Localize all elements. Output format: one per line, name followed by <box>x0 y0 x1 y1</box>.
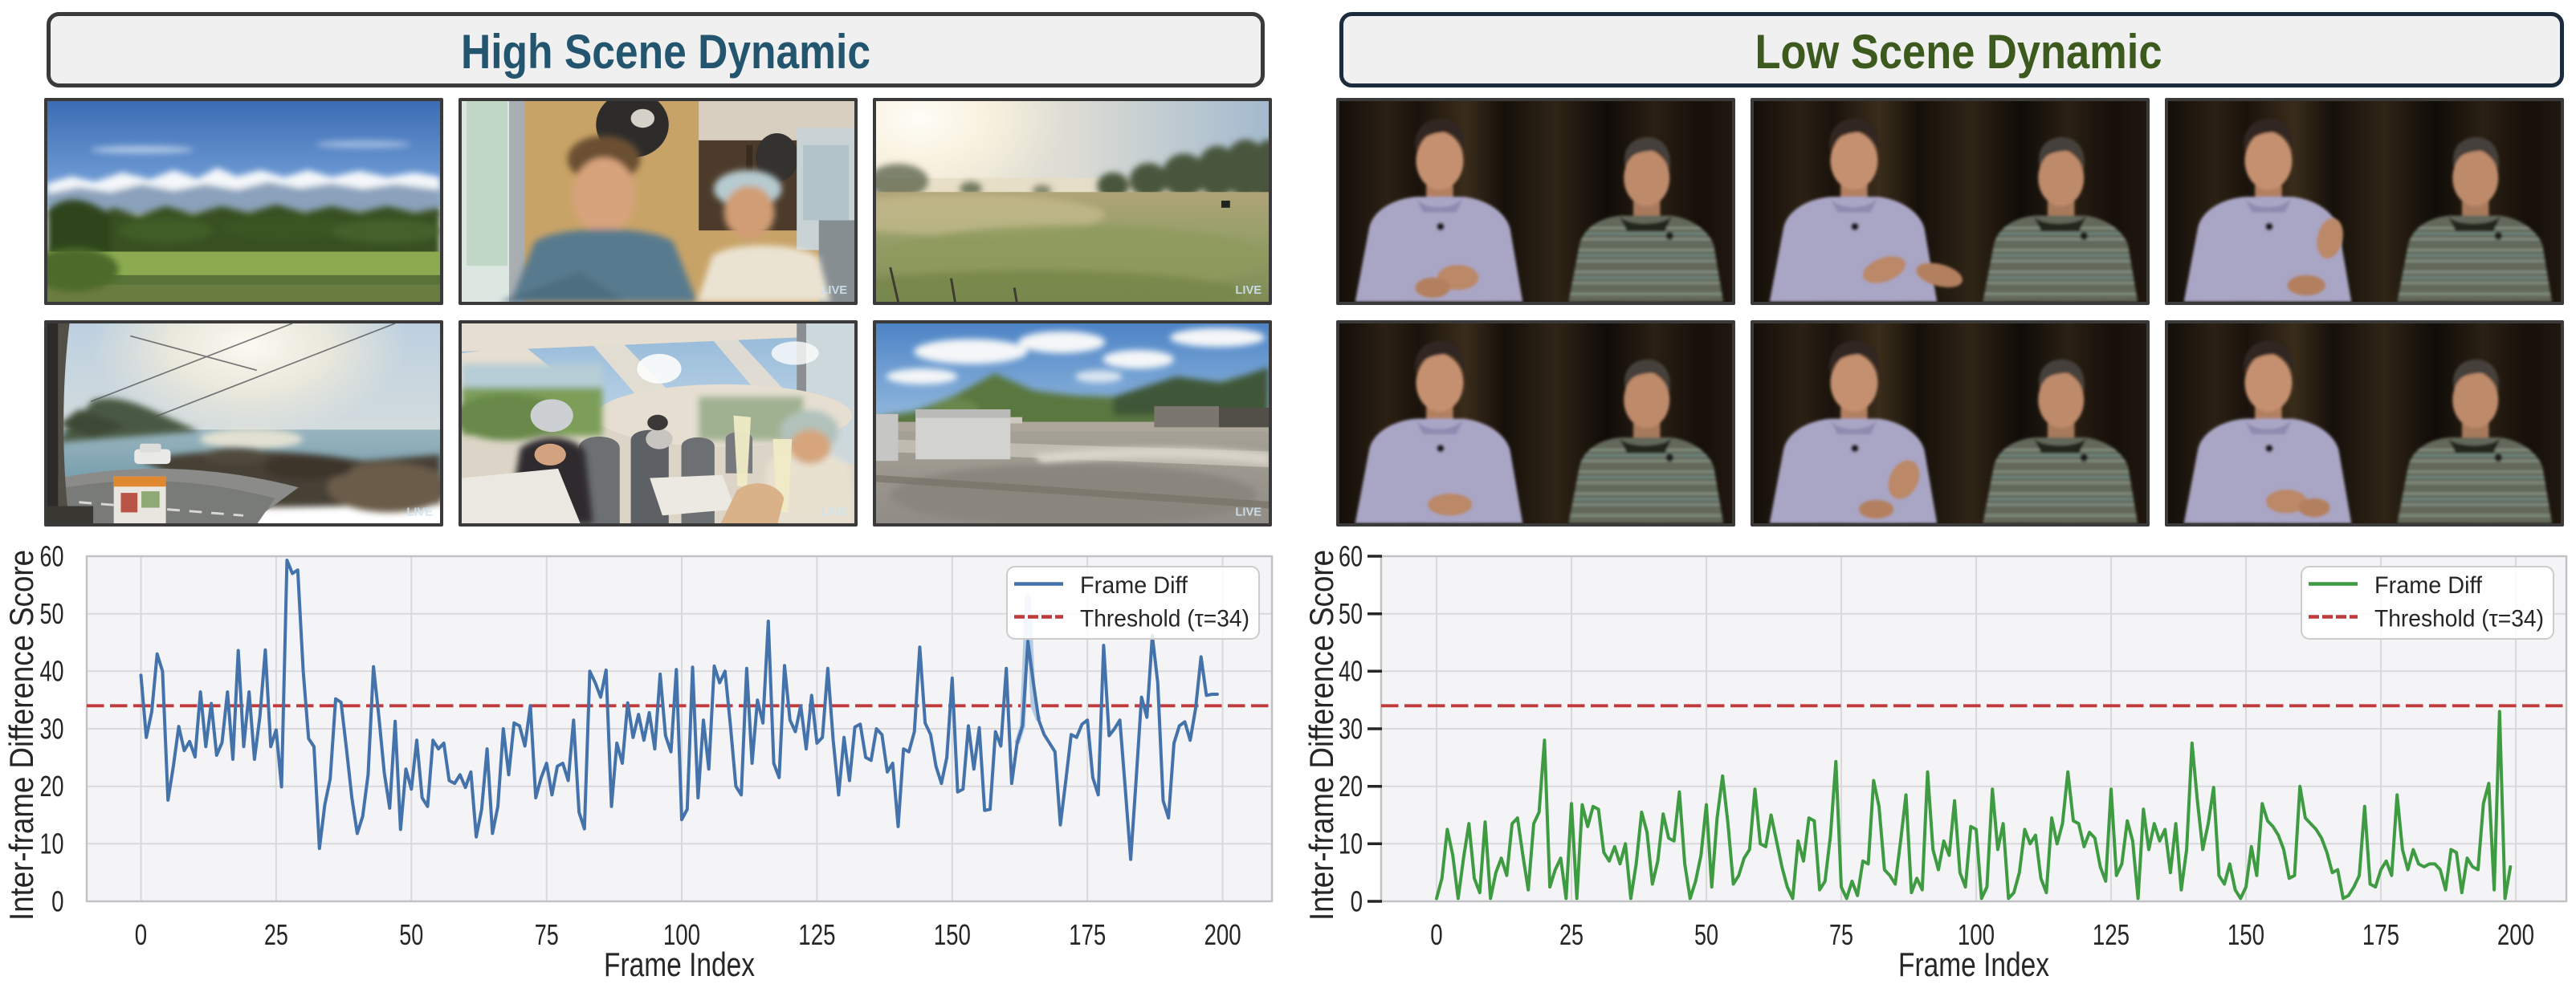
svg-text:10: 10 <box>1339 827 1363 860</box>
svg-text:25: 25 <box>1559 918 1584 951</box>
svg-text:Frame Index: Frame Index <box>1898 945 2049 983</box>
svg-text:20: 20 <box>40 770 64 803</box>
svg-text:30: 30 <box>1339 712 1363 745</box>
svg-text:60: 60 <box>1339 539 1363 572</box>
svg-text:LIVE: LIVE <box>1235 506 1262 518</box>
svg-text:LIVE: LIVE <box>406 506 433 518</box>
svg-text:30: 30 <box>40 712 64 745</box>
svg-text:0: 0 <box>1351 884 1363 917</box>
svg-text:25: 25 <box>264 918 288 951</box>
svg-text:200: 200 <box>1204 918 1241 951</box>
svg-text:0: 0 <box>51 884 63 917</box>
svg-text:60: 60 <box>40 539 64 572</box>
svg-text:150: 150 <box>2228 918 2264 951</box>
svg-text:Threshold (τ=34): Threshold (τ=34) <box>1080 606 1249 632</box>
svg-text:Threshold (τ=34): Threshold (τ=34) <box>2374 606 2544 632</box>
svg-text:175: 175 <box>2362 918 2399 951</box>
svg-text:125: 125 <box>798 918 835 951</box>
svg-text:75: 75 <box>535 918 559 951</box>
svg-text:Frame Diff: Frame Diff <box>1080 572 1188 599</box>
svg-text:Low Scene Dynamic: Low Scene Dynamic <box>1755 25 2162 79</box>
svg-text:Inter-frame Difference Score: Inter-frame Difference Score <box>2 550 40 921</box>
svg-text:40: 40 <box>40 655 64 688</box>
svg-text:LIVE: LIVE <box>1235 284 1262 297</box>
svg-text:High Scene Dynamic: High Scene Dynamic <box>461 25 870 79</box>
svg-text:150: 150 <box>934 918 971 951</box>
svg-text:125: 125 <box>2093 918 2130 951</box>
svg-text:100: 100 <box>1958 918 1995 951</box>
svg-text:0: 0 <box>1430 918 1442 951</box>
svg-text:Inter-frame Difference Score: Inter-frame Difference Score <box>1302 550 1340 921</box>
svg-text:50: 50 <box>1694 918 1718 951</box>
svg-text:Frame Index: Frame Index <box>604 945 755 983</box>
svg-text:50: 50 <box>399 918 423 951</box>
svg-text:0: 0 <box>135 918 147 951</box>
svg-text:175: 175 <box>1069 918 1106 951</box>
svg-text:40: 40 <box>1339 655 1363 688</box>
svg-text:50: 50 <box>40 597 64 630</box>
svg-text:Frame Diff: Frame Diff <box>2374 572 2483 599</box>
svg-text:50: 50 <box>1339 597 1363 630</box>
svg-text:20: 20 <box>1339 770 1363 803</box>
svg-text:100: 100 <box>663 918 700 951</box>
svg-text:75: 75 <box>1829 918 1853 951</box>
svg-text:200: 200 <box>2497 918 2534 951</box>
svg-text:10: 10 <box>40 827 64 860</box>
svg-text:LIVE: LIVE <box>821 284 847 297</box>
svg-text:LIVE: LIVE <box>821 506 847 518</box>
